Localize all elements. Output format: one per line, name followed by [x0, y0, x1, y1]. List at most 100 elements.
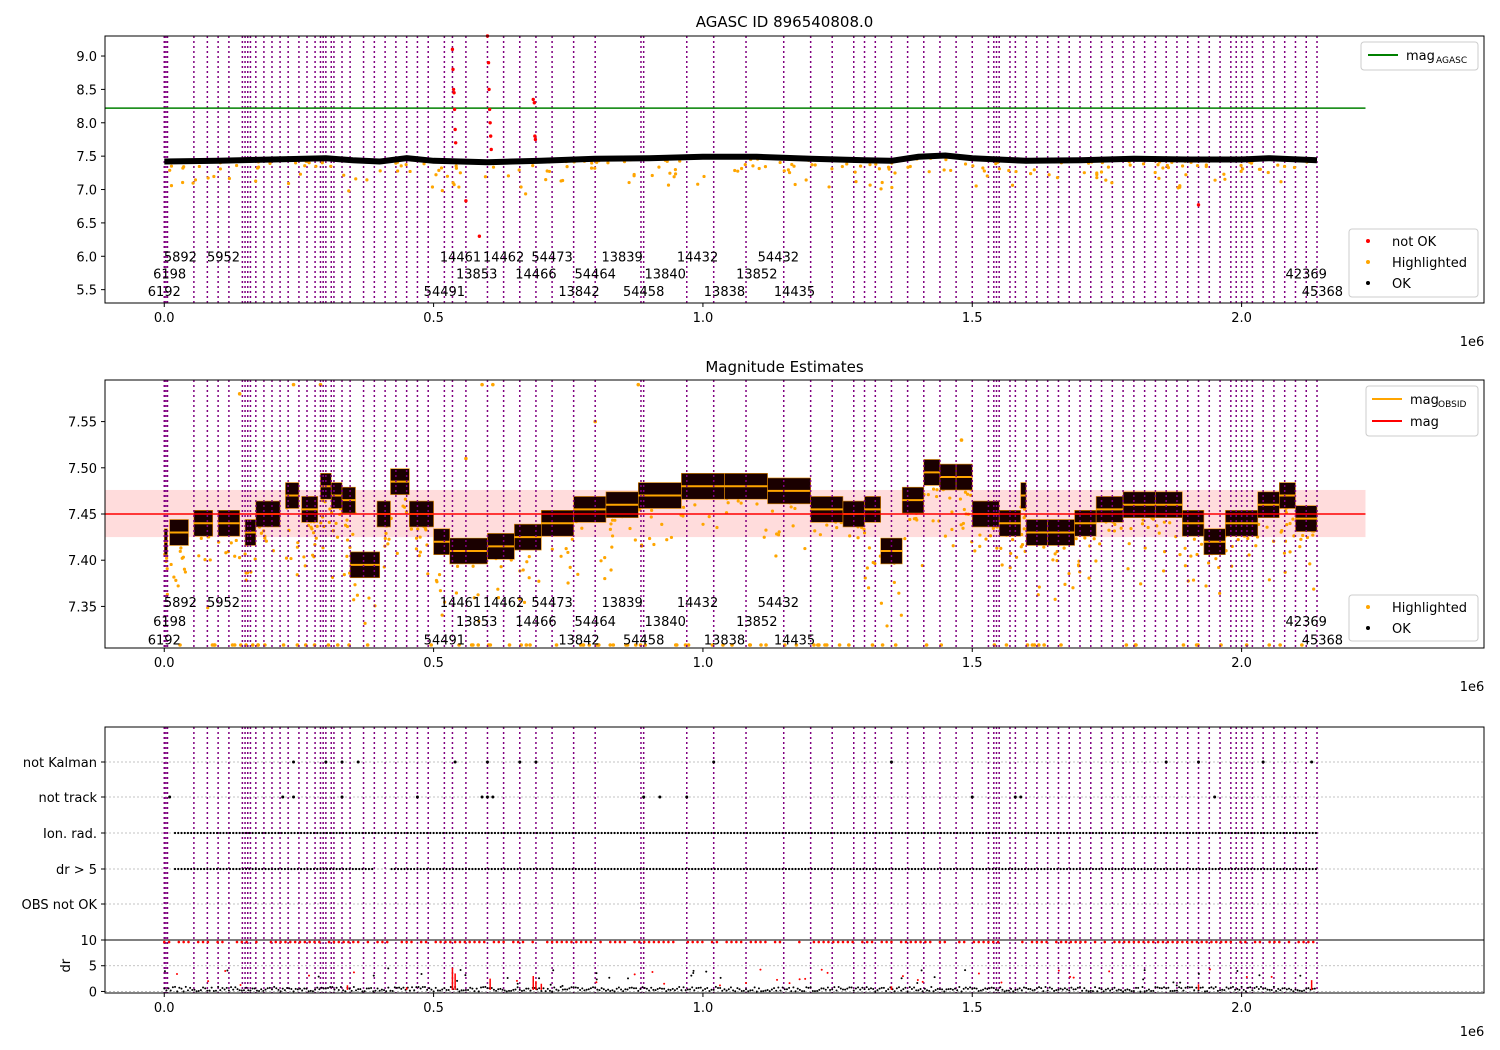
flag-point	[451, 867, 455, 871]
flag-point	[209, 831, 212, 835]
dr-point	[1139, 990, 1142, 993]
flag-point	[309, 831, 312, 835]
dr-point	[184, 985, 187, 988]
dr-clipped-point	[1069, 940, 1073, 944]
dr-clipped-point	[924, 940, 927, 944]
flag-point	[804, 831, 807, 835]
dr-point	[857, 986, 860, 989]
flag-point	[1117, 867, 1120, 871]
dr-clipped-point	[187, 940, 190, 944]
dr-point	[329, 985, 332, 988]
flag-point	[1146, 831, 1149, 835]
flag-point	[839, 831, 842, 835]
dr-clipped-point	[865, 940, 869, 944]
flag-point	[1137, 831, 1140, 835]
flag-point	[542, 867, 545, 871]
dr-point	[951, 988, 954, 991]
flag-point	[723, 867, 726, 871]
dr-clipped-point	[977, 940, 981, 944]
dr-point	[1111, 988, 1114, 991]
highlighted-point	[179, 546, 183, 550]
dr-point	[473, 990, 476, 993]
dr-point	[804, 977, 807, 980]
flag-point	[518, 760, 522, 764]
dr-point	[852, 989, 855, 992]
highlighted-point	[777, 530, 781, 534]
obsid-label: 54473	[531, 250, 572, 265]
dr-point	[367, 987, 370, 990]
dr-point	[372, 990, 375, 993]
dr-point	[627, 977, 630, 980]
flag-point	[180, 867, 183, 871]
flag-point	[739, 867, 742, 871]
flag-point	[639, 831, 642, 835]
flag-point	[820, 831, 823, 835]
dr-point	[383, 989, 386, 992]
dr-point	[391, 990, 394, 993]
flag-point	[1305, 831, 1308, 835]
flag-point	[316, 831, 319, 835]
highlighted-point	[1022, 516, 1026, 520]
obsid-label: 54491	[424, 285, 465, 300]
dr-clipped-point	[1273, 940, 1276, 944]
flag-point	[623, 867, 626, 871]
dr-clipped-point	[255, 940, 258, 944]
dr-point	[1124, 989, 1127, 992]
highlighted-point	[576, 572, 580, 576]
dr-clipped-point	[1239, 940, 1242, 944]
flag-point	[875, 867, 878, 871]
dr-clipped-point	[739, 940, 743, 944]
dr-point	[941, 988, 944, 991]
flag-point	[1153, 831, 1156, 835]
y-tick-label: 8.0	[76, 117, 97, 132]
dr-point	[1152, 989, 1155, 992]
x-tick-label: 0.5	[423, 311, 444, 326]
dr-point	[538, 977, 541, 980]
dr-point	[226, 969, 229, 972]
flag-point	[1046, 831, 1049, 835]
obsid-label: 6192	[148, 634, 181, 649]
highlighted-point	[253, 557, 257, 561]
dr-point	[805, 986, 808, 989]
dr-point	[1199, 986, 1202, 989]
highlighted-point	[1291, 517, 1295, 521]
highlighted-point	[1285, 523, 1289, 527]
not-ok-point	[452, 107, 457, 112]
dr-point	[1069, 975, 1072, 978]
dr-point	[869, 987, 872, 990]
dr-point	[199, 989, 202, 992]
dr-point	[566, 988, 569, 991]
obsid-label: 54458	[623, 285, 664, 300]
dr-point	[880, 986, 883, 989]
dr-point	[595, 978, 598, 981]
highlighted-point-clipped	[578, 643, 583, 647]
highlighted-point	[1218, 591, 1222, 595]
dr-clipped-point	[332, 940, 336, 944]
dr-point	[441, 988, 444, 991]
flag-point	[364, 831, 367, 835]
flag-point	[823, 867, 826, 871]
flag-point	[1237, 867, 1240, 871]
flag-point	[1033, 831, 1036, 835]
flag-point	[1101, 867, 1104, 871]
dr-point	[1091, 990, 1094, 993]
dr-point	[760, 990, 763, 993]
flag-point	[1288, 831, 1292, 835]
dr-clipped-point	[1084, 940, 1087, 944]
flag-point	[1027, 867, 1030, 871]
dr-point	[1305, 987, 1308, 990]
dr-clipped-point	[1253, 940, 1257, 944]
highlighted-point	[877, 167, 881, 171]
dr-clipped-point	[657, 940, 661, 944]
flag-point	[1107, 867, 1111, 871]
flag-point	[1204, 867, 1208, 871]
dr-clipped-point	[1200, 940, 1204, 944]
flag-point	[584, 831, 587, 835]
axes-frame	[104, 726, 1485, 994]
obsid-label: 5952	[207, 250, 240, 265]
obsid-label: 13853	[456, 268, 497, 283]
dr-point	[548, 989, 551, 992]
flag-point	[325, 867, 329, 871]
dr-clipped-point	[240, 940, 244, 944]
highlighted-point	[491, 382, 495, 387]
